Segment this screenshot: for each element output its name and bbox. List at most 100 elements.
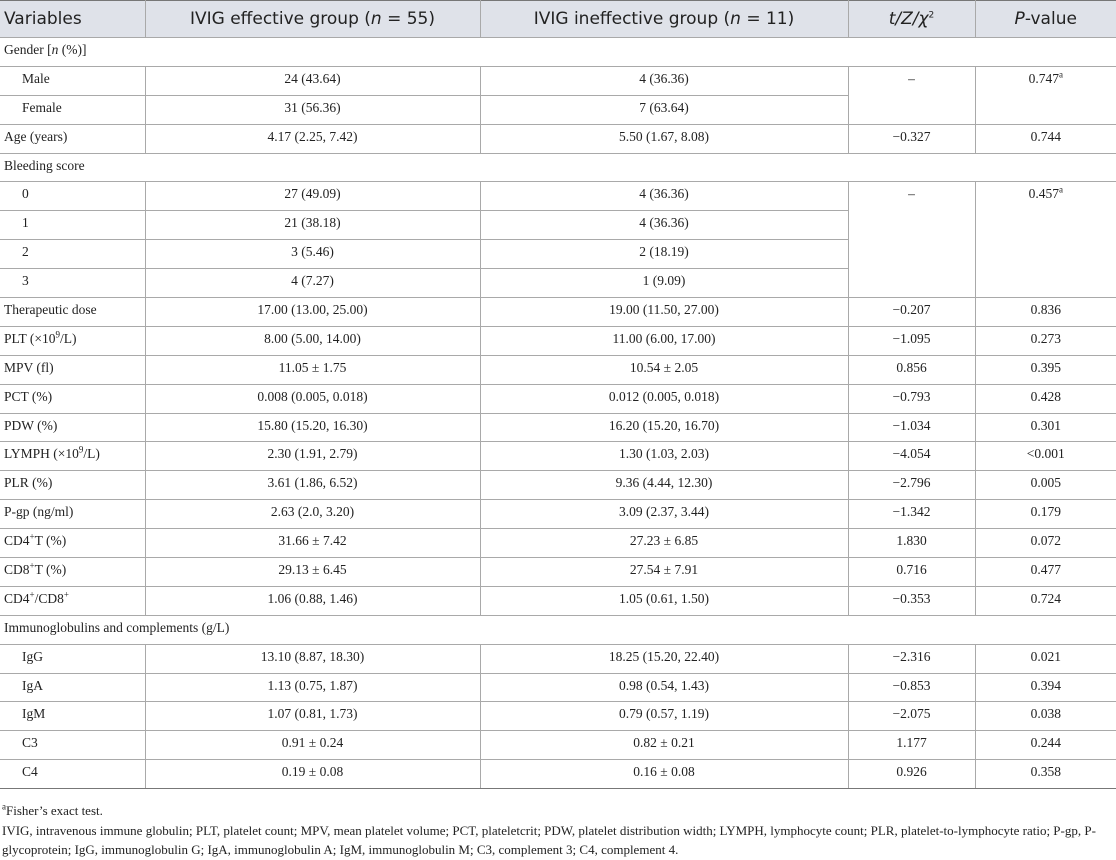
cell: 0.91 ± 0.24 [144, 730, 481, 761]
table-body: Gender [n (%)] Male 24 (43.64) 4 (36.36) – 0.… [0, 37, 1116, 790]
cell: 0.038 [974, 701, 1116, 732]
text: Fisher’s exact test. [6, 803, 103, 819]
text: 0.747 [1028, 70, 1059, 86]
table-row: IgA 1.13 (0.75, 1.87) 0.98 (0.54, 1.43) −0.… [0, 672, 1116, 703]
text: −2.316 [892, 648, 931, 664]
cell: 0.836 [974, 297, 1116, 327]
cell: 1.13 (0.75, 1.87) [144, 672, 481, 703]
text: 0.724 [1030, 590, 1061, 606]
superscript: a [1058, 184, 1063, 195]
cell: 1.05 (0.61, 1.50) [479, 585, 849, 616]
cell: 27.54 ± 7.91 [479, 557, 849, 587]
text: 1.177 [896, 735, 927, 751]
text: 0.79 (0.57, 1.19) [619, 706, 709, 722]
cell: 4 (36.36) [479, 181, 849, 212]
cell: PLT (×109/L) [0, 325, 146, 356]
text: 0.395 [1030, 359, 1061, 375]
cell: 27.23 ± 6.85 [479, 528, 849, 559]
text: −2.075 [892, 706, 931, 722]
header-cell: P-value [974, 0, 1116, 38]
cell: 18.25 (15.20, 22.40) [479, 643, 849, 674]
footnote: aFisher’s exact test. [2, 801, 1114, 821]
table-row: PCT (%) 0.008 (0.005, 0.018) 0.012 (0.005,… [0, 383, 1116, 414]
superscript: 2 [928, 10, 935, 21]
footnote: IVIG, intravenous immune globulin; PLT, … [2, 821, 1114, 860]
cell: 0.021 [974, 643, 1116, 674]
superscript: 9 [78, 444, 84, 455]
cell: 0.716 [847, 557, 976, 587]
cell: – [847, 181, 976, 299]
cell: 0.395 [974, 354, 1116, 385]
text: 31.66 ± 7.42 [278, 533, 347, 549]
text: 31 (56.36) [284, 99, 341, 115]
text: 0.273 [1030, 330, 1061, 346]
text: 1.05 (0.61, 1.50) [619, 590, 709, 606]
cell: 1.30 (1.03, 2.03) [479, 441, 849, 472]
cell: IgG [0, 643, 146, 674]
cell: 0.856 [847, 354, 976, 385]
cell: 4 (36.36) [479, 210, 848, 241]
cell: 1.06 (0.88, 1.46) [144, 585, 481, 616]
text: 0.477 [1030, 562, 1061, 578]
text: Bleeding score [4, 157, 85, 173]
cell: CD8+T (%) [0, 557, 146, 587]
cell: 15.80 (15.20, 16.30) [144, 412, 481, 443]
cell: 0 [0, 181, 146, 212]
section-row: Bleeding score [0, 152, 1116, 183]
cell: 27 (49.09) [144, 181, 481, 212]
italic-text: P [1014, 9, 1025, 29]
superscript: 9 [55, 329, 61, 340]
section-cell: Immunoglobulins and complements (g/L) [0, 614, 1116, 645]
cell: 1 (9.09) [479, 268, 848, 299]
cell: MPV (fl) [0, 354, 146, 385]
cell: 0.428 [974, 383, 1116, 414]
text: 4 (36.36) [639, 215, 689, 231]
cell: <0.001 [974, 441, 1116, 472]
cell: 16.20 (15.20, 16.70) [479, 412, 849, 443]
text: Age (years) [4, 128, 68, 144]
section-row: Immunoglobulins and complements (g/L) [0, 614, 1116, 645]
text: 1.13 (0.75, 1.87) [267, 677, 358, 693]
cell: 0.273 [974, 325, 1116, 356]
text: /L) [83, 446, 100, 462]
text: 17.00 (13.00, 25.00) [257, 302, 368, 318]
table-row: Therapeutic dose 17.00 (13.00, 25.00) 19.0… [0, 297, 1116, 327]
text: P-gp (ng/ml) [4, 504, 74, 520]
cell: Male [0, 65, 146, 96]
text: PLR (%) [4, 475, 53, 491]
text: 0.072 [1030, 533, 1061, 549]
text: /L) [60, 330, 77, 346]
header-cell: IVIG effective group (n = 55) [144, 0, 481, 38]
cell: 13.10 (8.87, 18.30) [144, 643, 481, 674]
text: 10.54 ± 2.05 [629, 359, 699, 375]
table-row: MPV (fl) 11.05 ± 1.75 10.54 ± 2.05 0.856 0.3… [0, 354, 1116, 385]
text: 0.038 [1030, 706, 1061, 722]
cell: 29.13 ± 6.45 [144, 557, 481, 587]
cell: 0.477 [974, 557, 1116, 587]
text: 8.00 (5.00, 14.00) [264, 330, 361, 346]
data-table: Variables IVIG effective group (n = 55) IV… [0, 0, 1116, 790]
text: 0.926 [896, 764, 927, 780]
cell: 2 (18.19) [479, 239, 848, 270]
cell: IgA [0, 672, 146, 703]
superscript: + [29, 531, 35, 542]
cell: 0.19 ± 0.08 [144, 759, 481, 790]
cell: 2.63 (2.0, 3.20) [144, 499, 481, 530]
superscript: + [29, 589, 35, 600]
text: 11.05 ± 1.75 [278, 359, 347, 375]
text: PCT (%) [4, 388, 53, 404]
text: 0.457 [1028, 186, 1059, 202]
cell: 0.16 ± 0.08 [479, 759, 849, 790]
table-row: CD4+T (%) 31.66 ± 7.42 27.23 ± 6.85 1.830 0.… [0, 528, 1116, 559]
text: IgA [22, 677, 43, 693]
italic-text: n [51, 42, 59, 57]
text: 1.830 [896, 533, 927, 549]
cell: 2 [0, 239, 146, 270]
text: 7 (63.64) [639, 99, 689, 115]
cell: 4 (7.27) [144, 268, 481, 299]
text: 0.19 ± 0.08 [281, 764, 344, 780]
text: 11.00 (6.00, 17.00) [612, 330, 716, 346]
cell: 1.177 [847, 730, 976, 761]
text: /CD8 [34, 590, 64, 606]
